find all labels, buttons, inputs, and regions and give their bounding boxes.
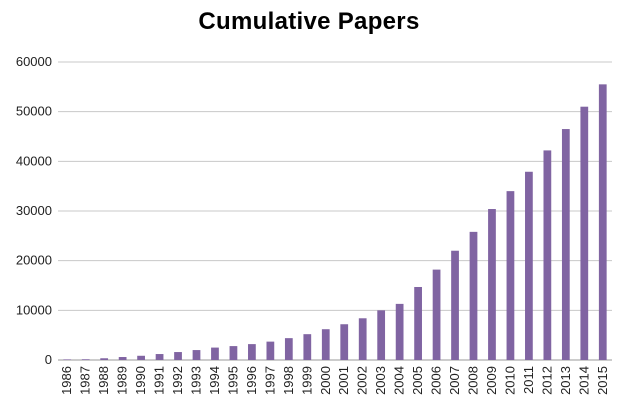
x-tick-label: 1992 <box>170 366 185 395</box>
x-tick-label: 1986 <box>59 366 74 395</box>
bar-2012 <box>543 150 552 360</box>
bar-1986 <box>63 359 72 360</box>
x-tick-label: 2001 <box>336 366 351 395</box>
gridlines <box>58 61 612 361</box>
x-tick-label: 2006 <box>429 366 444 395</box>
bar-2004 <box>395 303 404 360</box>
bar-2011 <box>525 171 533 360</box>
bar-1992 <box>174 352 182 360</box>
x-tick-label: 2000 <box>318 366 333 395</box>
y-tick-label: 50000 <box>16 104 52 119</box>
x-tick-label: 2002 <box>355 366 370 395</box>
bar-1988 <box>100 358 109 360</box>
bar-2014 <box>580 106 589 360</box>
bar-1987 <box>81 359 90 360</box>
x-tick-label: 2015 <box>595 366 610 395</box>
bar-2015 <box>598 84 607 360</box>
x-tick-label: 2012 <box>539 366 554 395</box>
x-tick-label: 2011 <box>521 366 536 394</box>
bar-1996 <box>248 344 256 360</box>
y-axis: 0 10000 20000 30000 40000 50000 60000 <box>16 54 52 367</box>
x-tick-label: 1996 <box>244 366 259 395</box>
x-tick-label: 1988 <box>96 366 111 395</box>
bar-2009 <box>488 209 496 360</box>
y-tick-label: 40000 <box>16 153 52 168</box>
x-tick-label: 2009 <box>484 366 499 395</box>
x-tick-label: 1999 <box>299 366 314 395</box>
bar-2010 <box>506 191 515 360</box>
chart-title: Cumulative Papers <box>198 8 420 35</box>
x-axis: 1986 1987 1988 1989 1990 1991 1992 1993 1994 1995… <box>59 366 610 395</box>
x-tick-label: 1997 <box>262 366 277 395</box>
x-tick-label: 1990 <box>133 366 148 395</box>
bar-2006 <box>432 269 441 360</box>
x-tick-label: 1991 <box>152 366 167 395</box>
bar-2003 <box>377 310 386 360</box>
x-tick-label: 2007 <box>447 366 462 395</box>
y-tick-label: 60000 <box>16 54 52 69</box>
x-tick-label: 1995 <box>225 366 240 395</box>
x-tick-label: 1989 <box>115 366 130 395</box>
bar-1991 <box>155 354 164 360</box>
y-tick-label: 20000 <box>16 253 52 268</box>
x-tick-label: 1987 <box>78 366 93 395</box>
bar-1993 <box>192 350 201 360</box>
bar-2002 <box>358 318 367 360</box>
bar-2005 <box>414 286 422 360</box>
x-tick-label: 2005 <box>410 366 425 395</box>
x-tick-label: 1994 <box>207 366 222 395</box>
bar-1990 <box>137 355 145 360</box>
y-tick-label: 10000 <box>16 302 52 317</box>
y-tick-label: 0 <box>45 352 52 367</box>
bar-2013 <box>561 129 570 360</box>
x-tick-label: 2014 <box>576 366 591 395</box>
bars <box>63 84 607 360</box>
x-tick-label: 2008 <box>466 366 481 395</box>
bar-1999 <box>303 334 312 360</box>
bar-2000 <box>321 329 330 360</box>
x-tick-label: 1998 <box>281 366 296 395</box>
bar-2007 <box>451 250 459 360</box>
bar-2008 <box>469 231 478 360</box>
bar-1994 <box>211 347 219 360</box>
bar-1997 <box>266 341 275 360</box>
x-tick-label: 2010 <box>502 366 517 395</box>
x-tick-label: 2004 <box>392 366 407 395</box>
x-tick-label: 2003 <box>373 366 388 395</box>
x-tick-label: 1993 <box>189 366 204 395</box>
y-tick-label: 30000 <box>16 203 52 218</box>
bar-1989 <box>118 357 127 360</box>
bar-1995 <box>229 346 238 360</box>
bar-1998 <box>284 338 293 360</box>
bar-2001 <box>340 324 349 360</box>
x-tick-label: 2013 <box>558 366 573 395</box>
